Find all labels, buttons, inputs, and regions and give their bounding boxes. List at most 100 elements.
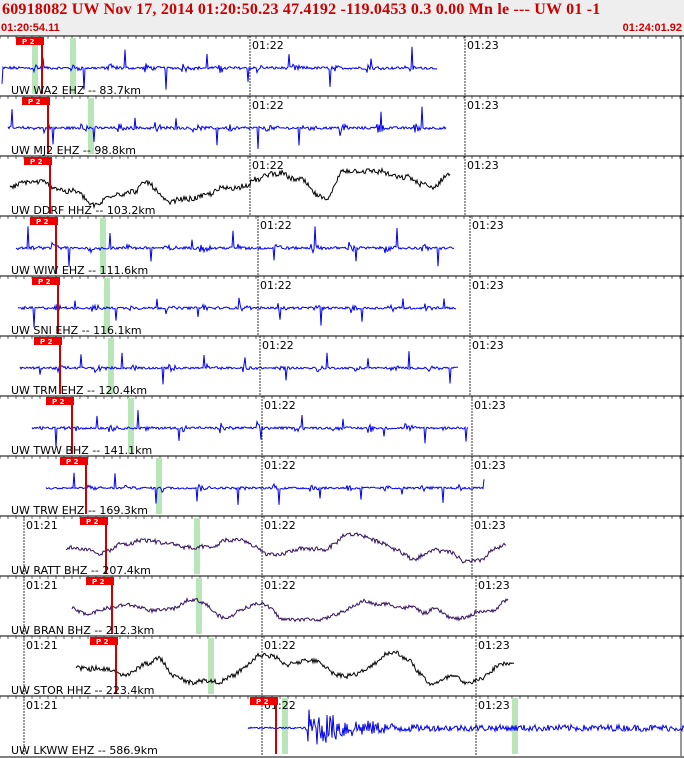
event-header: 60918082 UW Nov 17, 2014 01:20:50.23 47.… (0, 0, 684, 36)
minute-label: 01:22 (252, 99, 284, 112)
pick-flag-label: P 2 (96, 638, 109, 646)
pick-flag[interactable] (46, 397, 74, 405)
minute-label: 01:21 (26, 639, 58, 652)
pick-flag[interactable] (32, 277, 60, 285)
trace-panel-4[interactable]: 01:22 01:23 P 2 UW SNI EHZ -- 116.1km (0, 275, 684, 337)
phase-marker-band (88, 98, 94, 154)
pick-flag-label: P 2 (22, 38, 35, 46)
phase-marker-band (208, 638, 214, 694)
pick-flag-label: P 2 (52, 398, 65, 406)
station-label: UW STOR HHZ -- 223.4km (11, 684, 155, 697)
minute-label: 01:22 (260, 279, 292, 292)
station-label: UW TRM EHZ -- 120.4km (11, 384, 147, 397)
trace-panel-2[interactable]: 01:22 01:23 P 2 UW DDRF HHZ -- 103.2km (0, 155, 684, 217)
minute-label: 01:22 (252, 39, 284, 52)
pick-flag[interactable] (90, 637, 118, 645)
station-label: UW TWW BHZ -- 141.1km (11, 444, 152, 457)
pick-flag-label: P 2 (28, 98, 41, 106)
phase-marker-band (196, 578, 202, 634)
trace-panel-3[interactable]: 01:22 01:23 P 2 UW WIW EHZ -- 111.6km (0, 215, 684, 277)
minute-label: 01:23 (478, 639, 510, 652)
minute-label: 01:23 (478, 699, 510, 712)
station-label: UW SNI EHZ -- 116.1km (11, 324, 142, 337)
trace-panel-6[interactable]: 01:22 01:23 P 2 UW TWW BHZ -- 141.1km (0, 395, 684, 457)
minute-label: 01:21 (26, 579, 58, 592)
trace-panel-7[interactable]: 01:22 01:23 P 2 UW TRW EHZ -- 169.3km (0, 455, 684, 517)
waveform (45, 472, 485, 505)
pick-flag[interactable] (250, 697, 278, 705)
phase-marker-band (100, 218, 106, 274)
station-label: UW WIW EHZ -- 111.6km (11, 264, 148, 277)
pick-flag[interactable] (60, 457, 88, 465)
phase-marker-band (512, 698, 518, 754)
minute-label: 01:23 (472, 279, 504, 292)
waveform (17, 297, 457, 328)
pick-flag[interactable] (86, 577, 114, 585)
minute-label: 01:22 (260, 219, 292, 232)
station-label: UW MJ2 EHZ -- 98.8km (11, 144, 136, 157)
minute-label: 01:23 (474, 459, 506, 472)
trace-panel-8[interactable]: 01:21 01:22 01:23 P 2 UW RATT BHZ -- 207.4km (0, 515, 684, 577)
station-label: UW WA2 EHZ -- 83.7km (11, 84, 141, 97)
waveform (247, 709, 684, 745)
minute-label: 01:23 (467, 99, 499, 112)
trace-panel-5[interactable]: 01:22 01:23 P 2 UW TRM EHZ -- 120.4km (0, 335, 684, 397)
pick-flag-label: P 2 (92, 578, 105, 586)
waveform (31, 410, 469, 448)
station-label: UW DDRF HHZ -- 103.2km (11, 204, 155, 217)
station-label: UW TRW EHZ -- 169.3km (11, 504, 148, 517)
waveform (71, 596, 509, 623)
minute-label: 01:23 (472, 339, 504, 352)
end-time-label: 01:24:01.92 (622, 22, 682, 34)
phase-marker-band (194, 518, 200, 574)
trace-panel-1[interactable]: 01:22 01:23 P 2 UW MJ2 EHZ -- 98.8km (0, 95, 684, 157)
station-label: UW BRAN BHZ -- 212.3km (11, 624, 154, 637)
pick-flag-label: P 2 (86, 518, 99, 526)
minute-label: 01:23 (474, 399, 506, 412)
waveform (9, 167, 451, 210)
trace-panel-10[interactable]: 01:21 01:22 01:23 P 2 UW STOR HHZ -- 223.4km (0, 635, 684, 697)
phase-marker-band (128, 398, 134, 454)
station-label: UW LKWW EHZ -- 586.9km (11, 744, 158, 757)
phase-marker-band (104, 278, 110, 334)
pick-flag-label: P 2 (38, 278, 51, 286)
waveform (7, 106, 447, 150)
trace-panel-9[interactable]: 01:21 01:22 01:23 P 2 UW BRAN BHZ -- 212.3km (0, 575, 684, 637)
minute-label: 01:23 (478, 579, 510, 592)
pick-flag[interactable] (24, 157, 52, 165)
trace-panel-11[interactable]: 01:21 01:22 01:23P 2UW LKWW EHZ -- 586.9km (0, 695, 684, 757)
minute-label: 01:23 (467, 159, 499, 172)
pick-flag[interactable] (34, 337, 62, 345)
pick-flag[interactable] (22, 97, 50, 105)
minute-label: 01:22 (264, 519, 296, 532)
phase-marker-band (108, 338, 114, 394)
pick-flag-label: P 2 (30, 158, 43, 166)
pick-flag-label: P 2 (40, 338, 53, 346)
minute-label: 01:22 (262, 339, 294, 352)
phase-marker-band (282, 698, 288, 754)
waveform (15, 226, 455, 267)
minute-label: 01:21 (26, 519, 58, 532)
pick-flag-label: P 2 (66, 458, 79, 466)
waveform (65, 532, 507, 564)
pick-flag[interactable] (16, 37, 44, 45)
minute-label: 01:23 (472, 219, 504, 232)
pick-flag[interactable] (80, 517, 108, 525)
waveform (75, 650, 515, 687)
trace-panel-0[interactable]: 01:22 01:23 P 2 UW WA2 EHZ -- 83.7km (0, 35, 684, 97)
minute-label: 01:22 (264, 639, 296, 652)
minute-label: 01:22 (264, 459, 296, 472)
pick-flag-label: P 2 (36, 218, 49, 226)
start-time-label: 01:20:54.11 (1, 22, 60, 34)
pick-flag[interactable] (30, 217, 58, 225)
minute-label: 01:22 (264, 399, 296, 412)
pick-flag-label: P 2 (256, 698, 269, 706)
station-label: UW RATT BHZ -- 207.4km (11, 564, 151, 577)
minute-label: 01:23 (467, 39, 499, 52)
minute-label: 01:21 (26, 699, 58, 712)
phase-marker-band (156, 458, 162, 514)
minute-label: 01:23 (474, 519, 506, 532)
minute-label: 01:22 (264, 579, 296, 592)
